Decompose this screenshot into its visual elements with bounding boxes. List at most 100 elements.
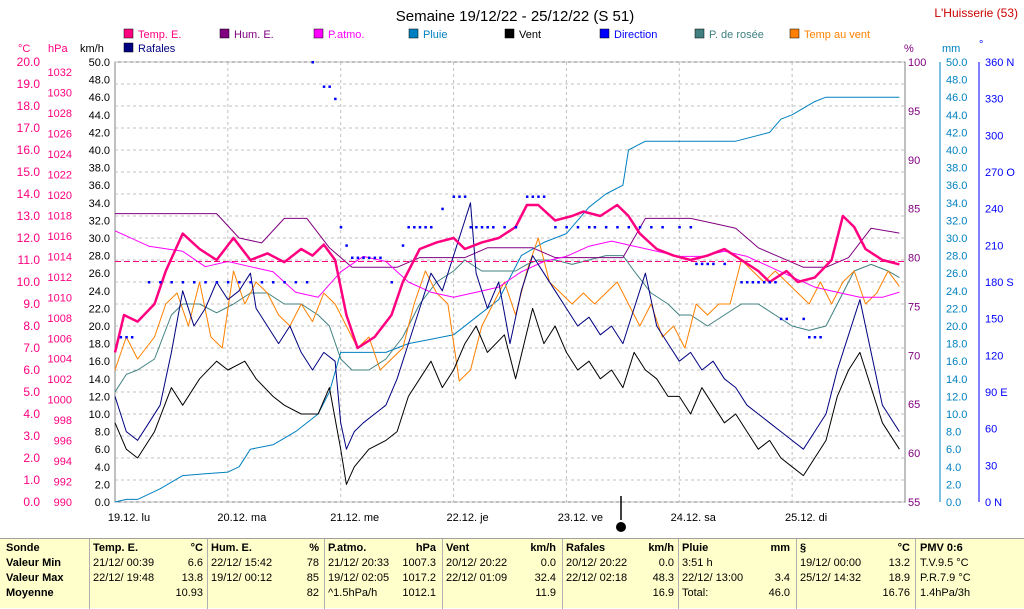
direction-point: [373, 256, 377, 260]
press-tick-label: 1022: [48, 170, 72, 182]
wind-tick-label: 2.0: [95, 479, 110, 491]
direction-point: [458, 195, 461, 198]
wind-tick-label: 42.0: [89, 127, 110, 139]
row-label-text: Sonde: [6, 542, 40, 554]
summary-col-temp: Temp. E. °C 21/12/ 00:39 6.6 22/12/ 19:48 13.…: [93, 541, 203, 607]
direction-point: [283, 281, 286, 284]
press-tick-label: 1030: [48, 88, 72, 100]
press-tick-label: 992: [54, 477, 72, 489]
summary-col-name: §: [800, 542, 807, 554]
summary-min-time: 22/12/ 15:42: [211, 557, 273, 569]
direction-point: [294, 281, 298, 284]
direction-point: [576, 226, 580, 229]
wind-tick-label: 18.0: [89, 339, 110, 351]
temp-tick-label: 14.0: [17, 187, 41, 201]
summary-separator: [324, 539, 325, 609]
temp-tick-label: 8.0: [23, 319, 40, 333]
direction-point: [757, 281, 760, 284]
rain-tick-label: 36.0: [946, 180, 967, 192]
legend-label-rafales: Rafales: [138, 43, 176, 55]
rain-tick-label: 40.0: [946, 145, 967, 157]
pmv-title: PMV 0:6: [920, 542, 963, 554]
temp-tick-label: 5.0: [23, 385, 40, 399]
press-tick-label: 1028: [48, 108, 72, 120]
wind-tick-label: 22.0: [89, 303, 110, 315]
direction-point: [390, 281, 393, 284]
summary-header: Rafales km/h: [566, 541, 674, 556]
summary-row-label: Sonde: [6, 541, 86, 556]
direction-point: [475, 226, 478, 229]
direction-point: [706, 262, 709, 266]
rain-unit-label: mm: [942, 43, 960, 55]
summary-col-unit: km/h: [530, 542, 556, 554]
rain-tick-label: 42.0: [946, 127, 967, 139]
pmv-header: PMV 0:6: [920, 541, 1020, 556]
hum-tick-label: 75: [908, 301, 920, 313]
temp-tick-label: 6.0: [23, 363, 40, 377]
summary-min-row: 21/12/ 00:39 6.6: [93, 556, 203, 571]
wind-tick-label: 4.0: [95, 462, 110, 474]
summary-max-value: 85: [306, 572, 319, 584]
wind-tick-label: 14.0: [89, 374, 110, 386]
summary-separator: [796, 539, 797, 609]
direction-point: [565, 226, 568, 229]
press-tick-label: 1024: [48, 149, 72, 161]
summary-min-value: 13.2: [888, 557, 910, 569]
wind-tick-label: 34.0: [89, 198, 110, 210]
dir-tick-label: 330: [985, 94, 1003, 106]
summary-col-rafales: Rafales km/h 20/12/ 20:22 0.0 22/12/ 02:18 48…: [566, 541, 674, 607]
summary-max-time: 22/12/ 19:48: [93, 572, 155, 584]
direction-point: [746, 281, 749, 284]
direction-point: [712, 262, 715, 266]
row-label-text: Valeur Min: [6, 557, 62, 569]
press-tick-label: 1006: [48, 333, 72, 345]
summary-avg-value: 46.0: [768, 587, 790, 599]
direction-point: [147, 281, 151, 284]
direction-point: [430, 226, 433, 229]
summary-avg-value: 16.76: [882, 587, 910, 599]
summary-avg-row: 11.9: [446, 586, 556, 601]
summary-min-row: 20/12/ 20:22 0.0: [566, 556, 674, 571]
summary-max-time: 22/12/ 01:09: [446, 572, 508, 584]
summary-col-patm: P.atmo. hPa 21/12/ 20:33 1007.3 19/12/ 02:05…: [328, 541, 436, 607]
press-tick-label: 1016: [48, 231, 72, 243]
wind-tick-label: 28.0: [89, 251, 110, 263]
plot-area: [114, 61, 906, 503]
summary-header: Pluie mm: [682, 541, 790, 556]
dir-tick-label: 360 N: [985, 57, 1014, 69]
hum-tick-label: 55: [908, 497, 920, 509]
pmv-row: 1.4hPa/3h: [920, 586, 1020, 601]
direction-point: [193, 281, 196, 284]
temp-tick-label: 4.0: [23, 407, 40, 421]
x-tick-label: 21.12. me: [330, 512, 379, 524]
rain-tick-label: 32.0: [946, 215, 967, 227]
summary-min-time: 20/12/ 20:22: [566, 557, 628, 569]
press-tick-label: 994: [54, 456, 72, 468]
wind-tick-label: 50.0: [89, 57, 110, 69]
direction-point: [362, 256, 365, 260]
summary-col-unit: km/h: [648, 542, 674, 554]
wind-tick-label: 10.0: [89, 409, 110, 421]
summary-min-value: 0.0: [540, 557, 556, 569]
x-tick-label: 22.12. je: [446, 512, 488, 524]
summary-col-name: Temp. E.: [93, 542, 139, 554]
summary-col-name: P.atmo.: [328, 542, 367, 554]
direction-point: [238, 281, 241, 284]
dir-tick-label: 270 O: [985, 167, 1015, 179]
summary-min-value: 0.0: [658, 557, 674, 569]
direction-point: [334, 97, 337, 101]
x-axis: 19.12. lu 20.12. ma 21.12. me 22.12. je 23.1…: [108, 512, 827, 524]
summary-separator: [89, 539, 90, 609]
wind-tick-label: 48.0: [89, 75, 110, 87]
direction-point: [130, 336, 134, 339]
x-tick-label: 23.12. ve: [558, 512, 603, 524]
summary-max-row: 22/12/ 19:48 13.8: [93, 571, 203, 586]
pmv-line: 1.4hPa/3h: [920, 587, 971, 599]
press-tick-label: 996: [54, 436, 72, 448]
direction-point: [305, 281, 309, 284]
summary-col-hum: Hum. E.% 22/12/ 15:42 78 19/12/ 00:12 85 82: [211, 541, 319, 607]
wind-tick-label: 36.0: [89, 180, 110, 192]
summary-avg-row: 10.93: [93, 586, 203, 601]
time-marker: [616, 496, 626, 532]
direction-point: [695, 262, 698, 266]
